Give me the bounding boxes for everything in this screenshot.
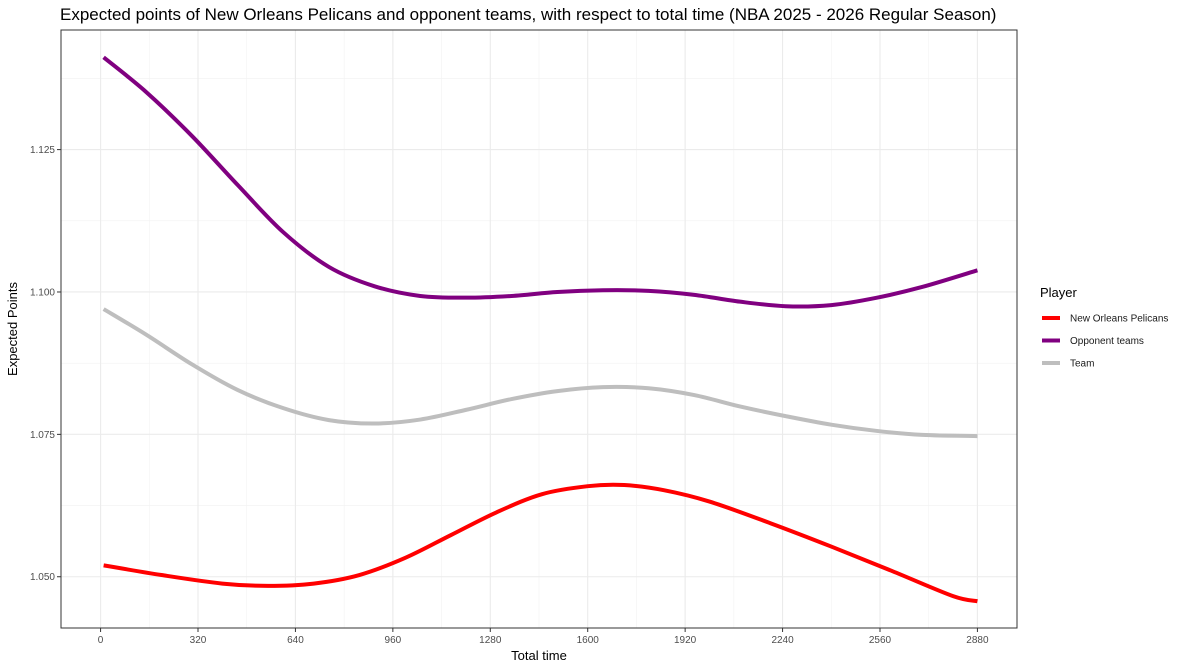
x-tick-label: 2560 [869,635,892,646]
y-tick-label: 1.100 [30,287,55,298]
y-tick-label: 1.050 [30,572,55,583]
y-tick-label: 1.075 [30,430,55,441]
y-axis-title: Expected Points [5,282,20,376]
x-tick-label: 1600 [577,635,600,646]
legend-label-new-orleans-pelicans: New Orleans Pelicans [1070,314,1168,325]
x-tick-label: 2880 [966,635,989,646]
y-tick-label: 1.125 [30,145,55,156]
y-axis: 1.050 1.075 1.100 1.125 [30,145,61,583]
legend-title: Player [1040,285,1078,300]
series-line-opponent-teams [102,55,978,309]
chart-title: Expected points of New Orleans Pelicans … [60,5,996,24]
x-axis-title: Total time [511,648,567,663]
x-tick-label: 320 [190,635,207,646]
series-line-new-orleans-pelicans [103,482,978,604]
x-tick-label: 960 [385,635,402,646]
x-tick-label: 0 [98,635,104,646]
x-tick-label: 640 [287,635,304,646]
grid [61,30,1017,628]
plot-border [60,29,1018,629]
series-lines [102,55,978,604]
x-axis: 0 320 640 960 1280 1600 1920 2240 2560 2880 [98,628,989,646]
x-tick-label: 1920 [674,635,697,646]
legend: Player New Orleans Pelicans Opponent team… [1040,285,1168,370]
x-tick-label: 2240 [771,635,794,646]
legend-label-team: Team [1070,359,1094,370]
x-tick-label: 1280 [479,635,502,646]
legend-label-opponent-teams: Opponent teams [1070,336,1144,347]
series-line-team [102,307,978,439]
